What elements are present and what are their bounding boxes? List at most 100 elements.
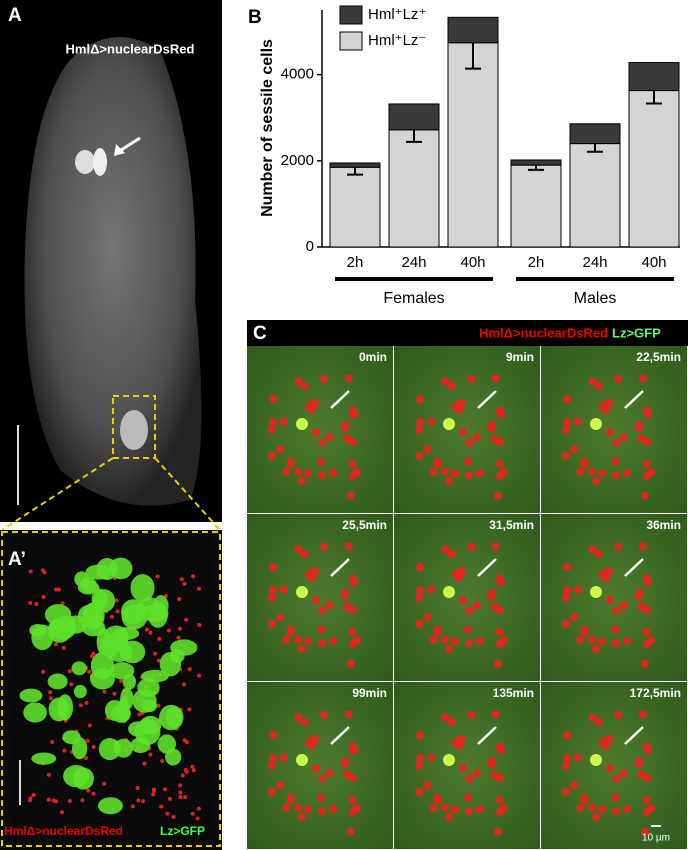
time-label: 25,5min: [342, 518, 387, 532]
red-cell: [591, 812, 600, 821]
bar-segment: [569, 143, 621, 248]
red-cell: [642, 471, 651, 480]
red-cell: [594, 382, 603, 391]
red-cell: [598, 738, 607, 747]
red-cell: [642, 807, 651, 816]
red-cell: [328, 636, 337, 645]
red-cell: [570, 445, 579, 454]
red-cell: [136, 798, 141, 803]
red-cell: [165, 811, 170, 816]
red-cell: [268, 563, 277, 572]
red-cell: [622, 804, 631, 813]
red-cell: [304, 637, 313, 646]
red-cell: [563, 586, 572, 595]
red-cell: [304, 738, 313, 747]
red-cell: [317, 639, 326, 648]
red-cell: [304, 570, 313, 579]
red-cell: [614, 542, 623, 551]
red-cell: [495, 406, 504, 415]
green-cell: [90, 651, 115, 680]
green-cell: [158, 704, 184, 731]
red-cell: [60, 601, 65, 606]
red-cell: [42, 570, 47, 575]
red-cell: [276, 445, 285, 454]
arrow-head: [114, 144, 125, 156]
red-cell: [580, 628, 589, 637]
red-cell: [451, 570, 460, 579]
red-cell: [570, 613, 579, 622]
red-cell: [495, 574, 504, 583]
red-cell: [67, 669, 72, 674]
red-cell: [464, 639, 473, 648]
red-cell: [184, 617, 189, 622]
red-cell: [135, 786, 140, 791]
red-cell: [472, 601, 481, 610]
red-cell: [83, 756, 88, 761]
zoom-line: [154, 457, 221, 531]
red-cell: [493, 659, 502, 668]
red-cell: [142, 761, 147, 766]
red-cell: [444, 476, 453, 485]
red-cell: [562, 731, 571, 740]
zoom-box: [112, 395, 156, 459]
red-cell: [562, 787, 571, 796]
red-cell: [495, 627, 504, 636]
red-cell: [594, 550, 603, 559]
red-cell: [570, 781, 579, 790]
red-cell: [317, 471, 326, 480]
red-cell: [346, 491, 355, 500]
red-cell: [576, 635, 585, 644]
legend-label: Lz>GFP: [612, 325, 661, 340]
green-cell: [62, 730, 81, 745]
red-cell: [458, 735, 467, 744]
red-cell: [320, 710, 329, 719]
zoom-line: [1, 457, 114, 531]
red-cell: [157, 636, 162, 641]
red-cell: [320, 374, 329, 383]
red-cell: [638, 542, 647, 551]
red-cell: [46, 797, 51, 802]
red-cell: [316, 625, 325, 634]
red-cell: [34, 601, 39, 606]
red-cell: [31, 793, 36, 798]
red-cell: [109, 614, 114, 619]
bar-segment: [447, 42, 499, 248]
x-tick-label: 24h: [582, 254, 607, 271]
cluster: [93, 148, 107, 176]
red-cell: [475, 804, 484, 813]
red-cell: [187, 707, 192, 712]
legend-label: Hml⁺Lz⁺: [368, 6, 426, 23]
red-cell: [423, 445, 432, 454]
red-cell: [441, 803, 450, 812]
red-cell: [317, 807, 326, 816]
red-cell: [622, 468, 631, 477]
red-cell: [152, 651, 157, 656]
red-cell: [580, 460, 589, 469]
red-cell: [465, 774, 474, 783]
red-cell: [415, 761, 424, 770]
red-cell: [619, 601, 628, 610]
red-cell: [78, 703, 83, 708]
red-cell: [429, 803, 438, 812]
red-cell: [495, 605, 504, 614]
arrow: [330, 558, 350, 577]
red-cell: [196, 673, 201, 678]
red-cell: [178, 790, 183, 795]
red-cell: [268, 731, 277, 740]
green-cell: [139, 715, 162, 735]
red-cell: [475, 468, 484, 477]
red-cell: [316, 457, 325, 466]
arrow: [477, 390, 497, 409]
legend-swatch: [339, 5, 363, 25]
red-cell: [53, 642, 58, 647]
red-cell: [426, 753, 435, 762]
red-cell: [610, 625, 619, 634]
time-label: 135min: [493, 686, 534, 700]
arrow: [330, 390, 350, 409]
red-cell: [458, 399, 467, 408]
red-cell: [642, 406, 651, 415]
red-cell: [268, 619, 277, 628]
red-cell: [178, 783, 183, 788]
red-cell: [348, 773, 357, 782]
red-cell: [433, 460, 442, 469]
